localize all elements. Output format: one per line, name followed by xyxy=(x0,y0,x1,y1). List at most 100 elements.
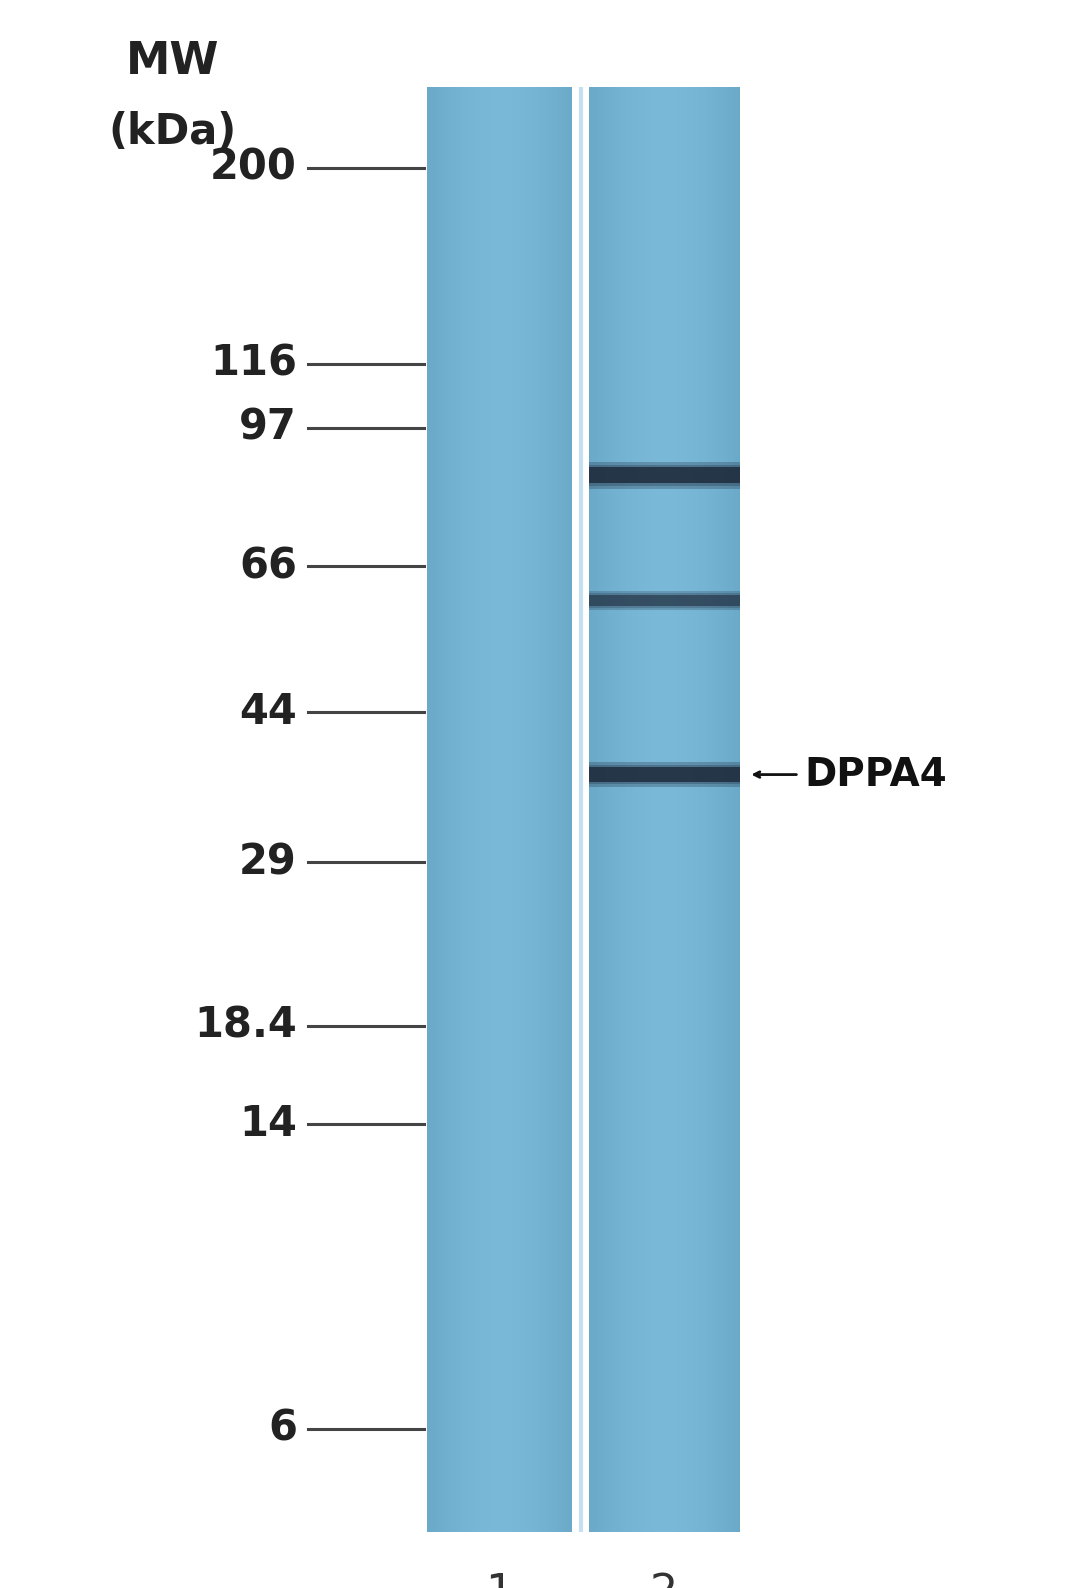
Bar xyxy=(490,87,492,1532)
Bar xyxy=(463,87,464,1532)
Bar xyxy=(589,781,740,784)
Bar xyxy=(723,87,725,1532)
Bar xyxy=(651,87,652,1532)
Bar xyxy=(536,87,538,1532)
Bar xyxy=(632,87,634,1532)
Bar xyxy=(565,87,567,1532)
Bar xyxy=(427,87,429,1532)
Bar xyxy=(679,87,681,1532)
Bar xyxy=(517,87,519,1532)
Bar xyxy=(453,87,454,1532)
Bar xyxy=(600,87,602,1532)
Bar xyxy=(729,87,730,1532)
Bar xyxy=(434,87,435,1532)
Bar xyxy=(430,87,432,1532)
Bar xyxy=(474,87,476,1532)
Bar xyxy=(677,87,679,1532)
Bar xyxy=(558,87,559,1532)
Bar xyxy=(440,87,442,1532)
Bar xyxy=(494,87,496,1532)
Bar xyxy=(734,87,737,1532)
Bar xyxy=(519,87,522,1532)
Bar xyxy=(589,483,740,486)
Bar xyxy=(540,87,541,1532)
Bar xyxy=(482,87,483,1532)
Bar xyxy=(458,87,459,1532)
Bar xyxy=(443,87,445,1532)
Bar xyxy=(676,87,677,1532)
Bar xyxy=(589,462,740,467)
Bar xyxy=(432,87,434,1532)
Bar xyxy=(591,87,593,1532)
Bar xyxy=(442,87,443,1532)
Bar xyxy=(546,87,549,1532)
Bar xyxy=(706,87,707,1532)
Bar xyxy=(621,87,623,1532)
Bar xyxy=(435,87,437,1532)
Bar xyxy=(567,87,569,1532)
Bar xyxy=(589,591,740,596)
Bar xyxy=(496,87,498,1532)
Bar xyxy=(622,87,624,1532)
Text: 44: 44 xyxy=(240,691,297,734)
Bar xyxy=(662,87,664,1532)
Bar xyxy=(721,87,723,1532)
Bar xyxy=(501,87,503,1532)
Bar xyxy=(681,87,684,1532)
Bar xyxy=(589,465,740,467)
Bar xyxy=(613,87,616,1532)
Bar xyxy=(712,87,714,1532)
Bar xyxy=(523,87,525,1532)
Bar xyxy=(694,87,697,1532)
Bar xyxy=(631,87,632,1532)
Bar xyxy=(564,87,565,1532)
Bar xyxy=(476,87,477,1532)
Bar xyxy=(483,87,485,1532)
Bar xyxy=(596,87,598,1532)
Bar xyxy=(551,87,552,1532)
Bar xyxy=(672,87,674,1532)
Bar xyxy=(459,87,461,1532)
Bar xyxy=(730,87,732,1532)
Bar xyxy=(717,87,719,1532)
Bar xyxy=(661,87,662,1532)
Bar xyxy=(707,87,710,1532)
Bar xyxy=(604,87,606,1532)
Bar xyxy=(589,467,740,483)
Bar xyxy=(642,87,644,1532)
Bar xyxy=(589,596,740,607)
Bar xyxy=(657,87,659,1532)
Bar xyxy=(654,87,657,1532)
Bar xyxy=(511,87,512,1532)
Bar xyxy=(559,87,562,1532)
Bar xyxy=(634,87,636,1532)
Bar xyxy=(674,87,676,1532)
Bar xyxy=(684,87,685,1532)
Bar xyxy=(714,87,715,1532)
Bar xyxy=(607,87,609,1532)
Bar xyxy=(541,87,543,1532)
Bar xyxy=(527,87,529,1532)
Bar xyxy=(469,87,471,1532)
Text: 2: 2 xyxy=(650,1572,678,1588)
Bar xyxy=(589,483,740,489)
Bar xyxy=(464,87,467,1532)
Bar xyxy=(488,87,490,1532)
Bar xyxy=(589,607,740,610)
Bar xyxy=(450,87,453,1532)
Bar xyxy=(543,87,545,1532)
Bar xyxy=(629,87,631,1532)
Bar xyxy=(512,87,514,1532)
Text: 97: 97 xyxy=(239,407,297,449)
Bar xyxy=(725,87,727,1532)
Bar xyxy=(659,87,660,1532)
Bar xyxy=(562,87,564,1532)
Bar xyxy=(437,87,440,1532)
Bar xyxy=(616,87,617,1532)
Bar xyxy=(538,87,540,1532)
Bar xyxy=(649,87,651,1532)
Bar xyxy=(704,87,706,1532)
Bar xyxy=(666,87,667,1532)
Bar xyxy=(594,87,596,1532)
Bar xyxy=(589,765,740,767)
